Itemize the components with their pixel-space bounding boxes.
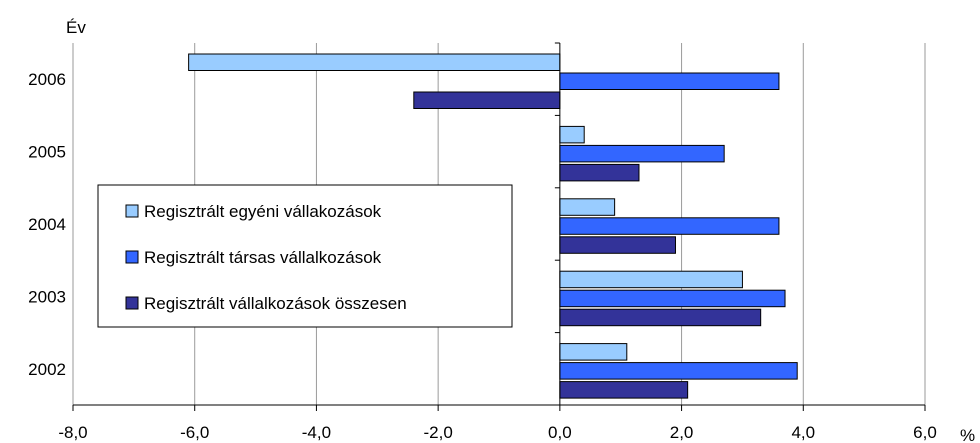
legend: Regisztrált egyéni vállakozások Regisztrá…	[97, 184, 513, 328]
category-label-2004: 2004	[28, 215, 66, 234]
category-label-2003: 2003	[28, 287, 66, 306]
bar-2002-series-2	[559, 362, 798, 380]
legend-swatch-2	[125, 250, 139, 264]
bar-2003-series-1	[559, 270, 743, 289]
bars	[188, 53, 798, 399]
bar-2006-series-3	[413, 91, 561, 109]
y-axis-title: Év	[66, 18, 86, 37]
legend-label-3: Regisztrált vállalkozások összesen	[144, 294, 407, 313]
bar-2002-series-1	[559, 343, 628, 361]
legend-swatch-1	[125, 204, 139, 218]
x-tick-label: -8,0	[58, 423, 87, 442]
bar-2002-series-3	[559, 381, 689, 399]
x-axis-unit: %	[960, 426, 975, 443]
bar-2004-series-1	[559, 198, 616, 216]
x-tick-label: -2,0	[423, 423, 452, 442]
bar-2003-series-2	[559, 289, 786, 308]
bar-2006-series-2	[559, 72, 780, 90]
bar-2004-series-2	[559, 217, 780, 235]
bar-2006-series-1	[188, 53, 561, 71]
category-label-2005: 2005	[28, 143, 66, 162]
category-label-2006: 2006	[28, 70, 66, 89]
bar-2003-series-3	[559, 308, 762, 327]
axes	[72, 42, 926, 411]
legend-box	[97, 184, 513, 328]
x-tick-label: 6,0	[913, 423, 937, 442]
x-tick-labels: -8,0 -6,0 -4,0 -2,0 0,0 2,0 4,0 6,0	[58, 423, 936, 442]
x-tick-label: -4,0	[302, 423, 331, 442]
bar-2004-series-3	[559, 236, 676, 254]
x-tick-label: 4,0	[791, 423, 815, 442]
bar-2005-series-2	[559, 144, 725, 163]
x-tick-label: 0,0	[548, 423, 572, 442]
bar-2005-series-3	[559, 163, 640, 182]
x-tick-label: 2,0	[670, 423, 694, 442]
x-tick-label: -6,0	[180, 423, 209, 442]
category-label-2002: 2002	[28, 360, 66, 379]
legend-label-1: Regisztrált egyéni vállakozások	[144, 202, 382, 221]
category-labels: 2006 2005 2004 2003 2002	[28, 70, 66, 379]
bar-2005-series-1	[559, 125, 585, 144]
legend-swatch-3	[125, 296, 139, 310]
legend-label-2: Regisztrált társas vállalkozások	[144, 248, 382, 267]
